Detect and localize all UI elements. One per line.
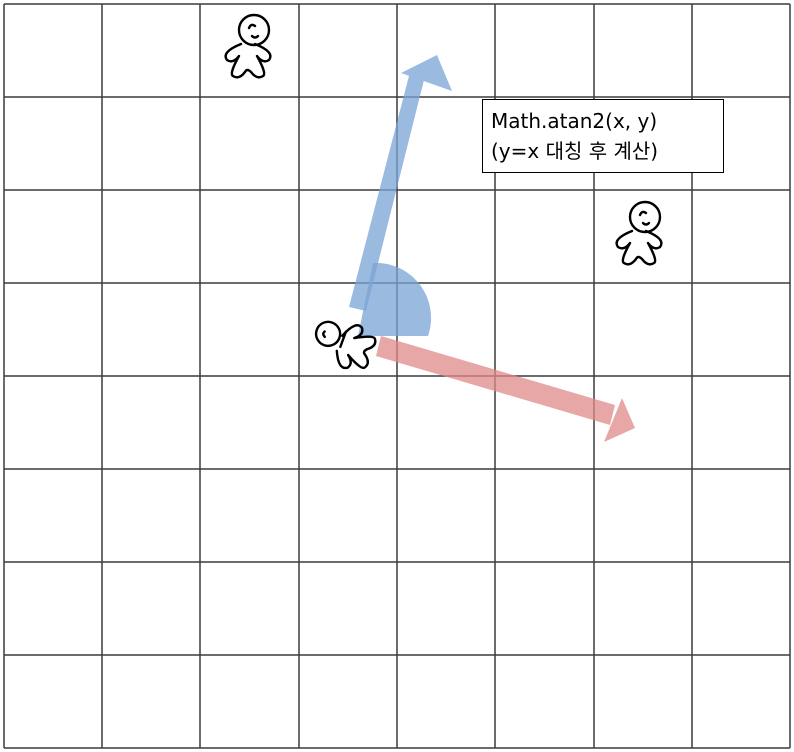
arrow-right-icon xyxy=(376,336,635,442)
person-figure-icon xyxy=(615,200,663,266)
angle-wedge xyxy=(358,262,432,336)
player-figure-icon xyxy=(314,320,377,370)
person-figure-icon xyxy=(224,13,272,79)
annotation-line-2: (y=x 대칭 후 계산) xyxy=(491,139,659,163)
annotation-line-1: Math.atan2(x, y) xyxy=(491,109,658,133)
annotation-box: Math.atan2(x, y) (y=x 대칭 후 계산) xyxy=(482,99,724,173)
grid-lines xyxy=(3,3,791,749)
arrow-up-icon xyxy=(349,55,452,311)
